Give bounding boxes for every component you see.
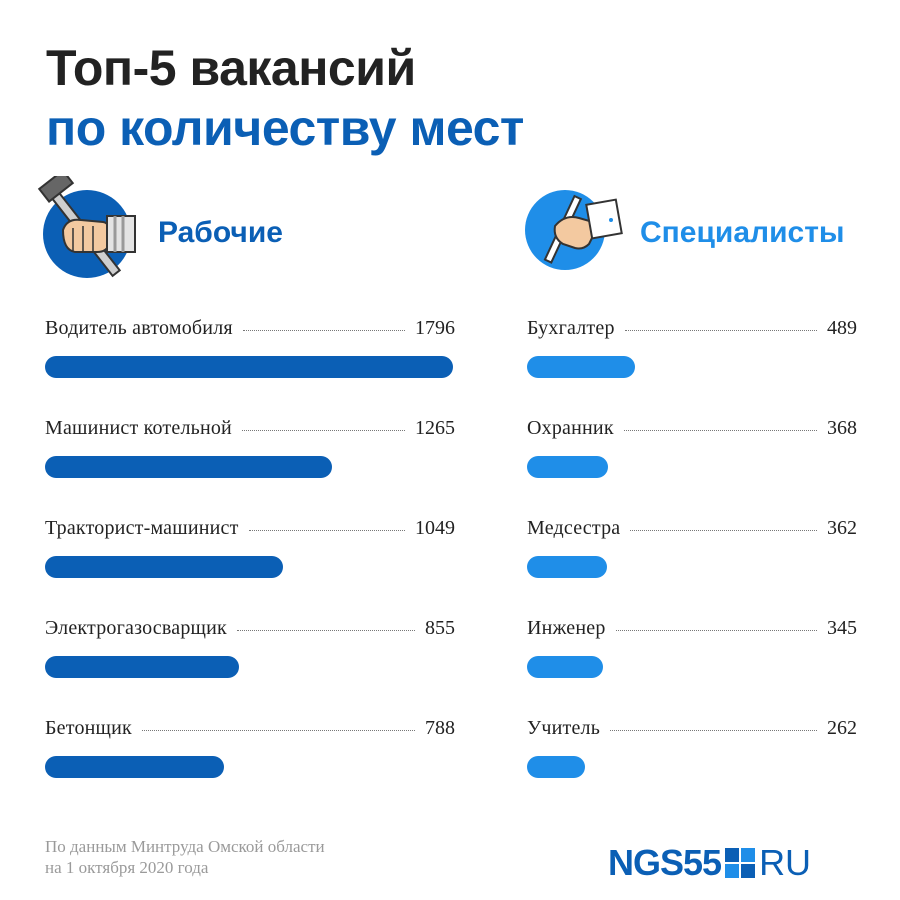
bar-label: Машинист котельной: [45, 416, 232, 439]
dotted-leader: [624, 329, 817, 331]
title-line-1: Топ-5 вакансий: [46, 40, 416, 96]
bar-value-label: 788: [425, 716, 455, 739]
logo-domain: RU: [759, 842, 812, 883]
pen-hand-icon: [525, 190, 623, 270]
dotted-leader: [610, 729, 817, 731]
title-line-2: по количеству мест: [46, 100, 524, 156]
workers-column: Рабочие Водитель автомобиля 1796 Машинист …: [37, 176, 455, 778]
bar-item: Инженер 345: [527, 616, 857, 678]
specialists-column: Специалисты Бухгалтер 489 Охранник 368 Медсе…: [525, 186, 857, 778]
specialists-header: Специалисты: [525, 186, 857, 296]
workers-header: Рабочие: [37, 176, 455, 296]
bar-item: Бухгалтер 489: [527, 316, 857, 378]
bar-item: Охранник 368: [527, 416, 857, 478]
ngs55-logo: NGS55 RU: [608, 842, 811, 884]
logo-brand: NGS55: [608, 842, 722, 883]
bar-row: Инженер 345: [527, 616, 857, 640]
page-title: Топ-5 вакансий по количеству мест: [46, 40, 524, 156]
bar-value-label: 1049: [415, 516, 455, 539]
bar: [45, 556, 283, 578]
bar-row: Учитель 262: [527, 716, 857, 740]
bar-item: Медсестра 362: [527, 516, 857, 578]
bar-row: Водитель автомобиля 1796: [45, 316, 455, 340]
bar-value-label: 855: [425, 616, 455, 639]
bar-label: Учитель: [527, 716, 601, 739]
bar-value-label: 1796: [415, 316, 455, 339]
bar-item: Водитель автомобиля 1796: [45, 316, 455, 378]
bar-item: Бетонщик 788: [45, 716, 455, 778]
bar: [527, 756, 585, 778]
bar-label: Бухгалтер: [527, 316, 615, 339]
workers-title: Рабочие: [158, 216, 283, 249]
bar-row: Электрогазосварщик 855: [45, 616, 455, 640]
bar-item: Машинист котельной 1265: [45, 416, 455, 478]
bar-label: Водитель автомобиля: [45, 316, 233, 339]
bar-value-label: 345: [827, 616, 857, 639]
bar-row: Охранник 368: [527, 416, 857, 440]
bar: [45, 356, 453, 378]
dotted-leader: [241, 429, 405, 431]
bar: [527, 556, 607, 578]
bar-value-label: 489: [827, 316, 857, 339]
bar-item: Электрогазосварщик 855: [45, 616, 455, 678]
bar-value-label: 362: [827, 516, 857, 539]
bar-value-label: 1265: [415, 416, 455, 439]
bar: [45, 456, 332, 478]
bar-label: Тракторист-машинист: [45, 516, 239, 539]
bar-item: Тракторист-машинист 1049: [45, 516, 455, 578]
bar-value-label: 368: [827, 416, 857, 439]
bar-value-label: 262: [827, 716, 857, 739]
logo-square-icon: [725, 848, 756, 878]
dotted-leader: [141, 729, 415, 731]
bar-label: Инженер: [527, 616, 606, 639]
bar-label: Охранник: [527, 416, 614, 439]
dotted-leader: [236, 629, 415, 631]
bar-label: Медсестра: [527, 516, 621, 539]
specialists-title: Специалисты: [640, 216, 845, 249]
dotted-leader: [615, 629, 817, 631]
bar-label: Бетонщик: [45, 716, 132, 739]
bar: [45, 756, 224, 778]
source-note: По данным Минтруда Омской области на 1 о…: [45, 836, 325, 878]
bar-row: Медсестра 362: [527, 516, 857, 540]
hammer-hand-icon: [37, 176, 136, 278]
dotted-leader: [630, 529, 817, 531]
bar: [45, 656, 239, 678]
bar-row: Бухгалтер 489: [527, 316, 857, 340]
bar: [527, 656, 603, 678]
bar: [527, 356, 635, 378]
source-line-1: По данным Минтруда Омской области: [45, 837, 325, 856]
bar: [527, 456, 608, 478]
bar-row: Тракторист-машинист 1049: [45, 516, 455, 540]
dotted-leader: [623, 429, 817, 431]
bar-item: Учитель 262: [527, 716, 857, 778]
bar-row: Машинист котельной 1265: [45, 416, 455, 440]
dotted-leader: [248, 529, 405, 531]
bar-row: Бетонщик 788: [45, 716, 455, 740]
dotted-leader: [242, 329, 405, 331]
source-line-2: на 1 октября 2020 года: [45, 858, 209, 877]
bar-label: Электрогазосварщик: [45, 616, 227, 639]
